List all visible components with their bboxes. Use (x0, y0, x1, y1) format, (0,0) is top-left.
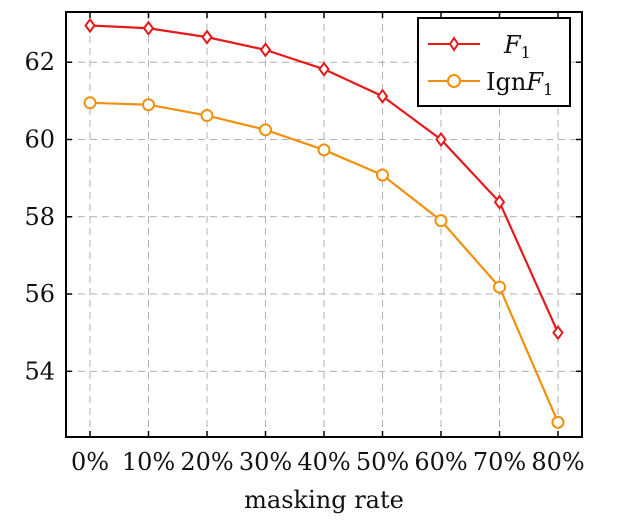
data-point-f1 (142, 20, 155, 36)
data-point-ignf1 (259, 123, 272, 137)
y-tick-label: 56 (24, 280, 55, 308)
y-tick-label: 58 (24, 203, 55, 231)
x-tick-label: 10% (122, 448, 175, 476)
x-tick-label: 40% (297, 448, 350, 476)
x-tick-label: 50% (356, 448, 409, 476)
data-point-f1 (201, 29, 213, 45)
data-point-ignf1 (434, 214, 448, 228)
data-point-f1 (493, 194, 506, 210)
x-tick-label: 70% (473, 448, 526, 476)
diamond-marker-icon (448, 36, 460, 52)
data-point-f1 (259, 42, 272, 58)
x-tick-labels: 0% 10% 20% 30% 40% 50% 60% 70% 80% (71, 448, 585, 476)
legend-entry-f1: F1 (428, 31, 531, 62)
y-tick-labels: 54 56 58 60 62 (24, 48, 55, 385)
legend-f1-sub: 1 (521, 43, 531, 62)
legend-label-ignf1: IgnF1 (486, 68, 553, 99)
data-point-f1 (376, 88, 389, 104)
data-point-ignf1 (551, 415, 565, 429)
legend-ignf1-main: F (525, 68, 544, 96)
data-point-ignf1 (376, 168, 389, 182)
x-tick-label: 60% (414, 448, 467, 476)
x-tick-label: 0% (71, 448, 109, 476)
legend: F1 IgnF1 (417, 17, 571, 107)
data-point-f1 (84, 17, 96, 34)
data-point-ignf1 (317, 143, 331, 157)
data-point-f1 (552, 325, 564, 341)
x-tick-label: 80% (531, 448, 584, 476)
legend-box (417, 17, 571, 107)
data-point-ignf1 (200, 109, 214, 123)
data-point-ignf1 (83, 96, 97, 110)
tick-marks (66, 12, 582, 437)
data-point-f1 (318, 61, 330, 77)
series-ignf1 (83, 96, 565, 429)
circle-marker-icon (447, 74, 461, 88)
x-axis-title: masking rate (244, 486, 404, 514)
legend-label-f1: F1 (503, 31, 531, 62)
x-tick-label: 20% (180, 448, 233, 476)
y-tick-label: 62 (24, 48, 55, 76)
legend-f1-main: F (503, 31, 522, 59)
y-tick-label: 54 (24, 357, 55, 385)
x-tick-label: 30% (239, 448, 292, 476)
series-f1 (84, 17, 564, 341)
data-point-ignf1 (493, 280, 506, 294)
data-point-f1 (435, 131, 447, 148)
legend-ignf1-prefix: Ign (486, 68, 526, 96)
y-tick-label: 60 (24, 126, 55, 154)
data-point-ignf1 (142, 98, 155, 112)
legend-ignf1-sub: 1 (543, 80, 553, 99)
legend-entry-ignf1: IgnF1 (428, 68, 553, 99)
series-layer (83, 17, 565, 429)
